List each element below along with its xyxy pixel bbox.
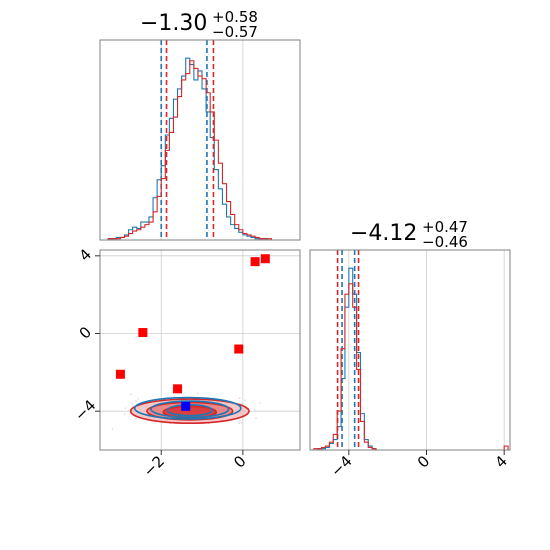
histogram-step [104, 57, 300, 241]
y-tick-label: −4 [71, 396, 99, 424]
square-marker [260, 254, 270, 264]
square-marker [234, 344, 244, 354]
square-marker [138, 328, 148, 338]
sample-point [238, 422, 241, 424]
sample-point [137, 397, 140, 400]
histogram-step [310, 283, 509, 451]
axes-frame [99, 39, 301, 241]
title-value: −4.12 [350, 221, 417, 246]
sample-point [135, 417, 137, 420]
contours [129, 396, 250, 425]
sample-point [124, 413, 126, 415]
sample-point [239, 419, 241, 422]
histogram-step [310, 267, 509, 451]
sample-point [244, 399, 246, 401]
sample-point [253, 408, 256, 411]
sample-point [135, 400, 137, 402]
x-ticks: −4 0 4 [327, 450, 511, 480]
panel-title: −4.12 [350, 221, 417, 246]
title-minus: −0.57 [212, 23, 258, 41]
panel-title: −1.30 [140, 11, 207, 36]
title-plus: +0.58 [212, 8, 258, 26]
square-marker [250, 257, 260, 267]
panel-top-left: −1.30 +0.58 −0.57 [99, 8, 301, 241]
axes-frame [99, 249, 301, 451]
panel-bottom-left: −2 0 −4 0 4 [71, 245, 301, 480]
contour-level [133, 396, 242, 420]
square-marker [173, 384, 183, 394]
sample-point [124, 407, 127, 409]
x-ticks: −2 0 [140, 450, 250, 480]
y-tick-label: 4 [76, 245, 95, 264]
x-tick-label: 0 [414, 452, 433, 471]
title-plus: +0.47 [422, 218, 468, 236]
markers [115, 254, 270, 411]
panel-bottom-right: −4 0 4 −4.12 +0.47 −0.46 [309, 218, 511, 480]
title-minus: −0.46 [422, 233, 468, 251]
y-ticks: −4 0 4 [71, 245, 100, 425]
sample-point [259, 402, 261, 404]
axes-frame [309, 249, 511, 451]
x-tick-label: −2 [140, 452, 168, 480]
sample-point [255, 417, 257, 420]
x-tick-label: −4 [327, 452, 355, 480]
y-tick-label: 0 [76, 323, 95, 342]
x-tick-label: 4 [492, 452, 511, 471]
x-tick-label: 0 [230, 452, 249, 471]
square-marker [181, 401, 191, 411]
title-value: −1.30 [140, 11, 207, 36]
sample-point [240, 422, 243, 424]
sample-point [196, 392, 199, 395]
grid [348, 250, 505, 450]
sample-point [131, 403, 134, 405]
contour-level [150, 400, 230, 419]
sample-point [241, 402, 243, 405]
sample-point [111, 428, 114, 430]
square-marker [115, 369, 125, 379]
histogram-step [104, 60, 300, 241]
histogram-series [310, 250, 509, 451]
histogram-series [104, 40, 300, 241]
sample-point [130, 393, 132, 396]
sample-point [238, 397, 241, 399]
